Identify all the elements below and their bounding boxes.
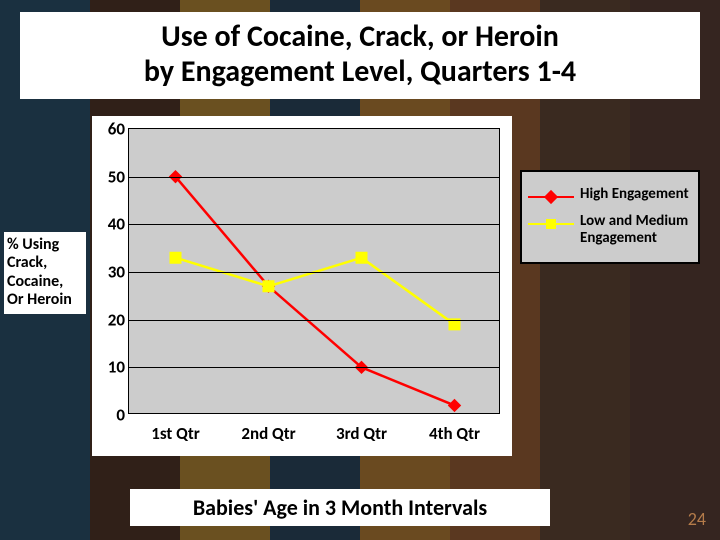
chart-svg — [129, 129, 499, 413]
chart-container: 0 10 20 30 40 50 60 1st Qtr 2nd Qtr 3rd Qtr 4th Qt… — [92, 116, 512, 456]
x-tick-label: 2nd Qtr — [241, 423, 295, 444]
plot-area: 01020304050601st Qtr2nd Qtr3rd Qtr4th Qt… — [128, 128, 500, 414]
series-marker-high — [449, 399, 461, 411]
y-tick-label: 0 — [97, 405, 125, 426]
series-line-high — [176, 177, 455, 406]
y-tick-label: 50 — [97, 166, 125, 187]
gridline — [129, 367, 499, 368]
slide-title-block: Use of Cocaine, Crack, or Heroin by Enga… — [20, 12, 700, 99]
legend-swatch — [528, 214, 574, 234]
y-tick-label: 40 — [97, 214, 125, 235]
series-marker-lowmed — [356, 252, 367, 263]
gridline — [129, 177, 499, 178]
slide-title: Use of Cocaine, Crack, or Heroin by Enga… — [38, 20, 682, 89]
y-tick-label: 30 — [97, 262, 125, 283]
series-marker-lowmed — [170, 252, 181, 263]
legend-item-lowmed: Low and Medium Engagement — [528, 213, 692, 248]
gridline — [129, 272, 499, 273]
title-line-1: Use of Cocaine, Crack, or Heroin — [161, 18, 559, 55]
x-axis-title: Babies' Age in 3 Month Intervals — [130, 489, 550, 526]
y-axis-label: % Using Crack, Cocaine, Or Heroin — [4, 232, 86, 314]
x-tick-label: 4th Qtr — [429, 423, 480, 444]
legend-swatch — [528, 187, 574, 207]
y-tick-label: 10 — [97, 357, 125, 378]
title-line-2: by Engagement Level, Quarters 1-4 — [144, 53, 576, 90]
y-tick-label: 20 — [97, 309, 125, 330]
page-number: 24 — [688, 508, 706, 530]
series-line-lowmed — [176, 258, 455, 325]
series-marker-lowmed — [263, 281, 274, 292]
gridline — [129, 320, 499, 321]
legend-label: Low and Medium Engagement — [580, 213, 692, 248]
x-tick-label: 3rd Qtr — [336, 423, 387, 444]
gridline — [129, 224, 499, 225]
x-tick-label: 1st Qtr — [151, 423, 200, 444]
y-tick-label: 60 — [97, 119, 125, 140]
chart-legend: High Engagement Low and Medium Engagement — [520, 170, 700, 264]
legend-item-high: High Engagement — [528, 186, 692, 207]
legend-label: High Engagement — [580, 186, 689, 203]
